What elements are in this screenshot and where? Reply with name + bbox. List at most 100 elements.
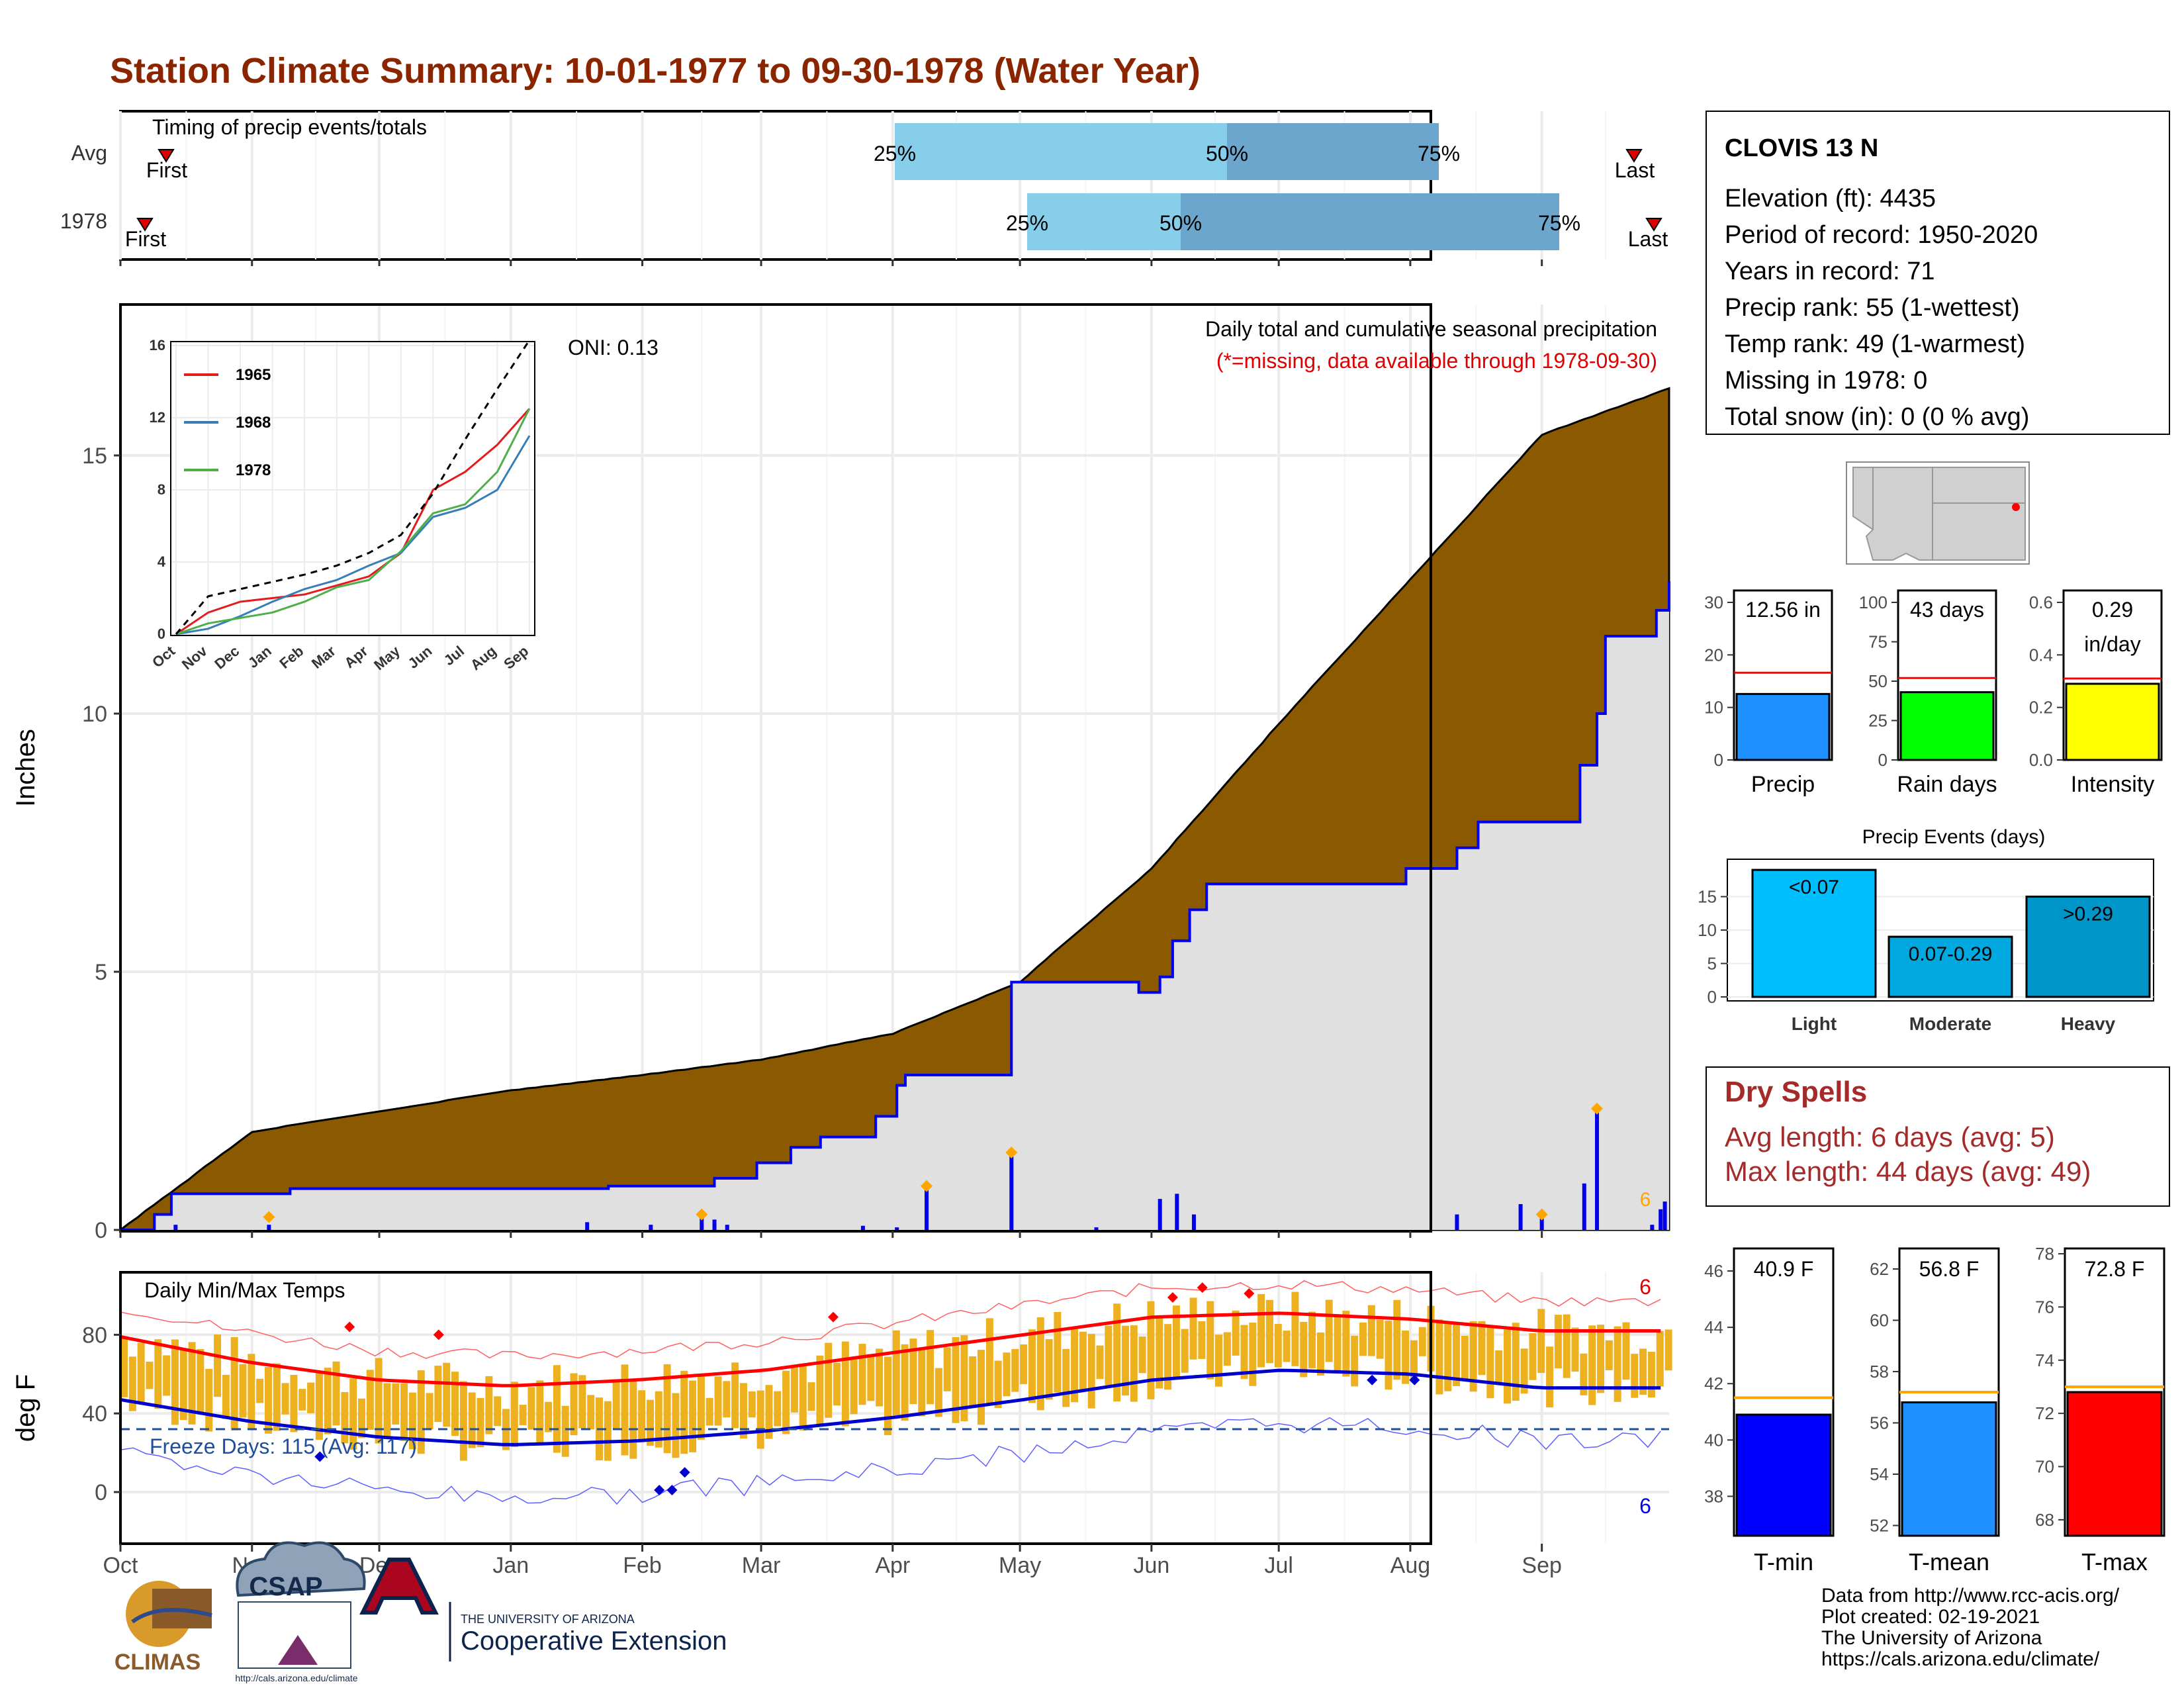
- timing-label: Timing of precip events/totals: [152, 115, 427, 139]
- daily-temp-bar-352: [1614, 1326, 1621, 1402]
- daily-temp-bar-232: [1105, 1325, 1113, 1385]
- daily-temp-bar-328: [1512, 1323, 1520, 1401]
- daily-temp-bar-318: [1469, 1321, 1477, 1392]
- temp-bar-ytick-label-1-0: 52: [1870, 1516, 1889, 1536]
- daily-temp-bar-78: [451, 1372, 459, 1436]
- daily-temp-bar-344: [1580, 1353, 1588, 1395]
- daily-temp-bar-2: [128, 1356, 136, 1411]
- daily-temp-bar-218: [1045, 1338, 1053, 1400]
- inset-ytick-2: 8: [158, 481, 165, 498]
- 1978-first-label: First: [125, 227, 166, 251]
- daily-temp-bar-204: [985, 1318, 993, 1405]
- daily-temp-bar-190: [927, 1330, 934, 1405]
- daily-temp-bar-6: [146, 1362, 154, 1389]
- station-name: CLOVIS 13 N: [1725, 134, 1878, 162]
- daily-temp-bar-306: [1418, 1327, 1426, 1356]
- timing-1978-p75: 75%: [1538, 211, 1580, 235]
- temp-bar-label-0: T-min: [1754, 1548, 1813, 1575]
- precip-missing-count: 6: [1640, 1189, 1651, 1211]
- daily-temp-bar-348: [1597, 1325, 1605, 1393]
- record-low-marker-2: [679, 1467, 690, 1478]
- precip-panel-title: Daily total and cumulative seasonal prec…: [1205, 317, 1657, 341]
- timing-avg-bar-25-50: [895, 123, 1227, 180]
- daily-temp-bar-336: [1546, 1346, 1554, 1408]
- daily-temp-bar-334: [1537, 1309, 1545, 1374]
- daily-precip-bar-15: [1455, 1214, 1459, 1230]
- 1978-cumulative-area: [120, 581, 1669, 1230]
- daily-temp-bar-260: [1223, 1332, 1231, 1366]
- daily-temp-bar-106: [570, 1373, 578, 1436]
- avg-max-temp-line: [120, 1311, 1661, 1387]
- daily-temp-bar-360: [1647, 1352, 1655, 1398]
- csap-logo-url: http://cals.arizona.edu/climate: [235, 1673, 357, 1683]
- daily-temp-bar-40: [290, 1374, 298, 1432]
- daily-temp-bar-216: [1036, 1317, 1044, 1411]
- daily-temp-bar-250: [1181, 1329, 1189, 1373]
- daily-temp-bar-178: [876, 1348, 884, 1407]
- daily-temp-bar-146: [740, 1383, 747, 1439]
- daily-temp-bar-284: [1325, 1299, 1333, 1362]
- daily-precip-bar-21: [1659, 1209, 1663, 1230]
- daily-temp-bar-184: [901, 1344, 909, 1421]
- daily-precip-bar-11: [1094, 1227, 1099, 1230]
- avg-first-label: First: [146, 158, 187, 182]
- daily-temp-bar-24: [222, 1374, 230, 1419]
- mini-bar-value-1: [1899, 691, 1995, 761]
- events-category-2: Heavy: [2061, 1013, 2116, 1034]
- daily-temp-bar-226: [1079, 1331, 1087, 1391]
- climas-logo-text: CLIMAS: [114, 1650, 201, 1675]
- daily-temp-bar-64: [392, 1383, 400, 1425]
- daily-precip-bar-8: [895, 1227, 899, 1230]
- daily-temp-bar-138: [705, 1397, 713, 1426]
- university-of-arizona-logo: THE UNIVERSITY OF ARIZONA Cooperative Ex…: [359, 1558, 727, 1662]
- daily-temp-bar-42: [298, 1389, 306, 1411]
- daily-temp-bar-188: [918, 1349, 926, 1417]
- daily-temp-bar-14: [179, 1348, 187, 1421]
- mini-bar-label-2: Intensity: [2071, 772, 2155, 797]
- precip-ytick-label-0: 0: [95, 1218, 107, 1243]
- csap-logo-text: CSAP: [249, 1572, 322, 1601]
- station-info-box: CLOVIS 13 N Elevation (ft): 4435 Period …: [1706, 111, 2170, 435]
- temp-bar-ytick-label-1-1: 54: [1870, 1464, 1889, 1484]
- daily-temp-bar-356: [1631, 1354, 1639, 1398]
- daily-temp-bar-278: [1300, 1321, 1308, 1378]
- timing-1978-bar-50-75: [1181, 193, 1559, 250]
- events-ytick-label-3: 15: [1698, 887, 1717, 907]
- daily-temp-bar-74: [434, 1366, 442, 1423]
- precip-event-marker-5: [1591, 1102, 1604, 1115]
- events-ytick-label-2: 10: [1698, 920, 1717, 940]
- daily-temp-bar-102: [553, 1365, 561, 1453]
- daily-temp-bar-358: [1639, 1348, 1647, 1395]
- climas-logo: CLIMAS: [114, 1581, 212, 1675]
- daily-temp-bar-144: [731, 1362, 739, 1429]
- daily-temp-bar-98: [536, 1380, 544, 1446]
- record-low-marker-5: [1409, 1374, 1420, 1385]
- daily-temp-bar-196: [952, 1336, 960, 1423]
- inset-ytick-3: 12: [150, 409, 165, 426]
- mini-bar-value-text-1: 43 days: [1910, 598, 1984, 622]
- daily-temp-bar-4: [137, 1342, 145, 1403]
- temp-panel: Daily Min/Max Temps 6 6 Freeze Days: 115…: [11, 259, 1672, 1578]
- precip-ytick-label-2: 10: [82, 702, 107, 727]
- daily-precip-bar-17: [1539, 1214, 1544, 1230]
- locator-map: [1846, 461, 2030, 565]
- mini-bar-ytick-label-0-3: 30: [1704, 592, 1723, 612]
- daily-temp-bar-304: [1410, 1340, 1418, 1380]
- record-max-line: [120, 1280, 1661, 1360]
- daily-temp-bar-168: [833, 1362, 841, 1406]
- temp-bar-ytick-label-1-2: 56: [1870, 1413, 1889, 1433]
- mini-bar-value-0: [1735, 692, 1831, 761]
- daily-temp-bar-62: [383, 1383, 391, 1438]
- precip-ytick-label-1: 5: [95, 960, 107, 985]
- avg-first-marker: [158, 149, 175, 163]
- daily-temp-bar-38: [281, 1383, 289, 1415]
- month-label-Jun: Jun: [1133, 1553, 1169, 1578]
- timing-avg-p25: 25%: [874, 142, 916, 165]
- station-missing: Missing in 1978: 0: [1725, 367, 1927, 395]
- daily-temp-bar-130: [672, 1393, 680, 1458]
- inset-legend-label-2: 1978: [236, 461, 271, 479]
- 1978-cumulative-line: [120, 581, 1670, 1231]
- daily-temp-bar-126: [655, 1391, 662, 1448]
- daily-temp-bar-56: [358, 1398, 366, 1438]
- csap-logo: CSAP http://cals.arizona.edu/climate: [235, 1541, 366, 1683]
